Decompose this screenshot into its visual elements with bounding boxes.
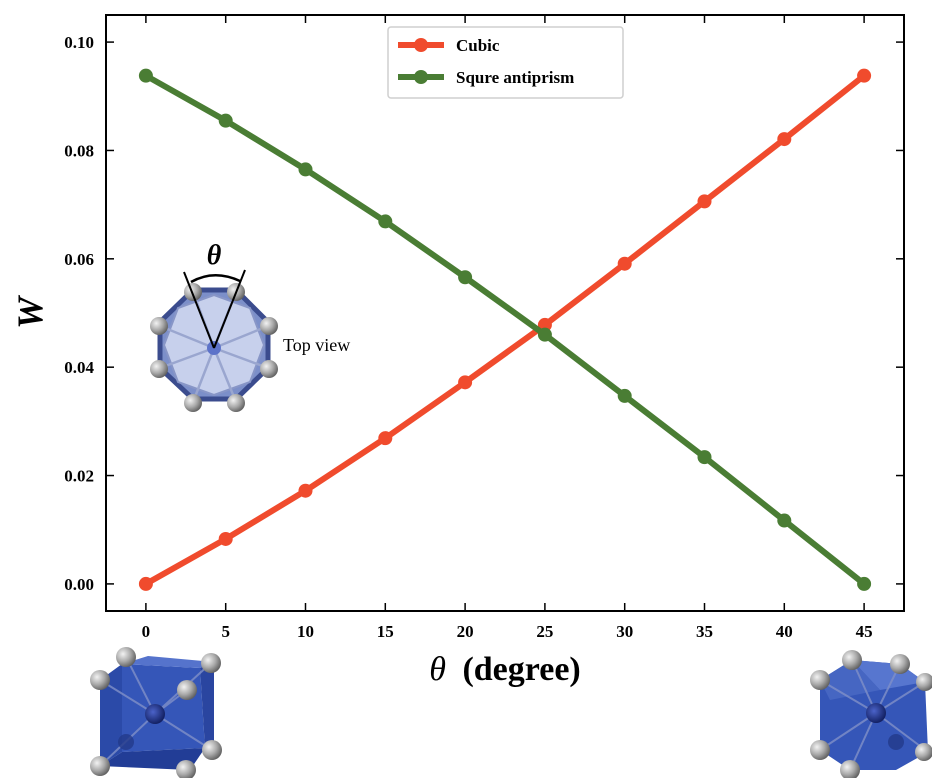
y-tick-label: 0.10: [64, 33, 94, 52]
x-tick-label: 35: [696, 622, 713, 641]
legend-box: [387, 26, 624, 99]
data-point: [777, 132, 792, 147]
data-point: [458, 375, 473, 390]
data-point: [218, 531, 233, 546]
x-tick-label: 15: [377, 622, 394, 641]
x-tick-label: 45: [856, 622, 873, 641]
data-point: [857, 576, 872, 591]
data-point: [378, 214, 393, 229]
angle-ray-right: [213, 269, 246, 349]
legend-marker-cubic: [414, 38, 428, 52]
x-tick-label: 0: [142, 622, 151, 641]
angle-ray-left: [183, 271, 215, 349]
x-tick-label: 20: [457, 622, 474, 641]
data-point: [697, 194, 712, 209]
data-point: [537, 327, 552, 342]
legend: Cubic Squre antiprism: [387, 26, 624, 99]
data-point: [458, 270, 473, 285]
axis-ticks: 0 5 10 15 20 25 30 35 40 45 0.00 0.02 0.04 0.06 0.08 0.…: [64, 15, 904, 641]
x-axis-symbol: θ: [429, 651, 446, 688]
x-tick-label: 25: [536, 622, 553, 641]
legend-label-antiprism: Squre antiprism: [456, 68, 574, 87]
series-layer: [138, 68, 872, 591]
series-line-1: [144, 73, 866, 587]
y-axis-title: W: [10, 294, 50, 329]
legend-label-cubic: Cubic: [456, 36, 500, 55]
x-axis-title: θ (degree): [429, 651, 581, 688]
y-tick-label: 0.06: [64, 250, 94, 269]
data-point: [537, 317, 552, 332]
legend-marker-antiprism: [414, 70, 428, 84]
inset-angle-label: θ: [207, 240, 222, 271]
y-tick-label: 0.00: [64, 575, 94, 594]
x-tick-label: 40: [776, 622, 793, 641]
x-tick-label: 30: [616, 622, 633, 641]
data-point: [617, 388, 632, 403]
data-point: [617, 256, 632, 271]
y-tick-label: 0.02: [64, 467, 94, 486]
inset-caption: Top view: [283, 335, 350, 355]
data-point: [777, 513, 792, 528]
series-line-0: [144, 73, 866, 587]
antiprism-top-view-illustration: θ Top view: [150, 240, 350, 412]
plot-frame: [105, 14, 905, 612]
angle-arc: [190, 274, 241, 284]
data-point: [857, 68, 872, 83]
data-point: [378, 431, 393, 446]
data-point: [138, 68, 153, 83]
data-point: [218, 113, 233, 128]
antiprism-structure-illustration: [810, 650, 932, 778]
x-axis-unit: (degree): [462, 651, 580, 688]
data-point: [697, 450, 712, 465]
y-tick-label: 0.08: [64, 141, 94, 160]
x-tick-label: 10: [297, 622, 314, 641]
x-tick-label: 5: [221, 622, 230, 641]
antiprism-vertex-atoms: [150, 283, 278, 412]
data-point: [298, 162, 313, 177]
data-point: [298, 483, 313, 498]
y-tick-label: 0.04: [64, 358, 94, 377]
data-point: [138, 576, 153, 591]
cubic-structure-illustration: [90, 647, 222, 778]
